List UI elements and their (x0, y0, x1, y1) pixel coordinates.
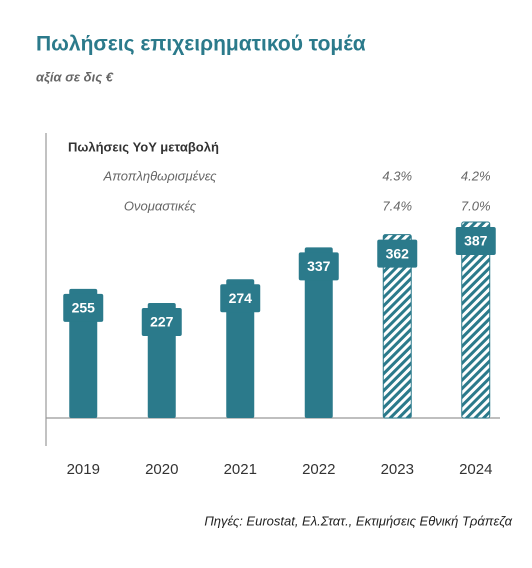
value-label: 337 (307, 258, 331, 274)
table-cell: 7.0% (461, 198, 491, 213)
label-box (220, 284, 261, 313)
bar (304, 247, 333, 418)
table-cell: 7.4% (382, 198, 412, 213)
chart-subtitle: αξία σε δις € (36, 69, 114, 84)
label-box (455, 227, 496, 255)
table-cell: 4.3% (382, 168, 412, 183)
table-title: Πωλήσεις YoY μεταβολή (68, 139, 219, 154)
x-tick-label: 2023 (381, 461, 414, 478)
x-tick-label: 2020 (145, 461, 178, 478)
label-box (141, 308, 182, 337)
label-box (377, 239, 418, 268)
bar (382, 234, 412, 419)
x-tick-label: 2019 (67, 461, 100, 478)
x-tick-label: 2024 (459, 461, 492, 478)
x-tick-label: 2021 (224, 461, 257, 478)
label-box (63, 293, 104, 322)
table-row-label: Ονομαστικές (124, 198, 197, 213)
table-cell: 4.2% (461, 168, 491, 183)
label-box (298, 252, 339, 281)
value-label: 387 (464, 233, 488, 249)
value-label: 227 (150, 314, 174, 330)
value-label: 362 (386, 245, 410, 261)
source-note: Πηγές: Eurostat, Ελ.Στατ., Εκτιμήσεις Εθ… (204, 513, 512, 528)
bar (226, 279, 255, 418)
value-label: 255 (72, 300, 96, 316)
chart-title: Πωλήσεις επιχειρηματικού τομέα (36, 33, 366, 56)
table-row-label: Αποπληθωρισμένες (103, 168, 218, 183)
bar (461, 221, 491, 419)
value-label: 274 (229, 290, 253, 306)
x-tick-label: 2022 (302, 461, 335, 478)
